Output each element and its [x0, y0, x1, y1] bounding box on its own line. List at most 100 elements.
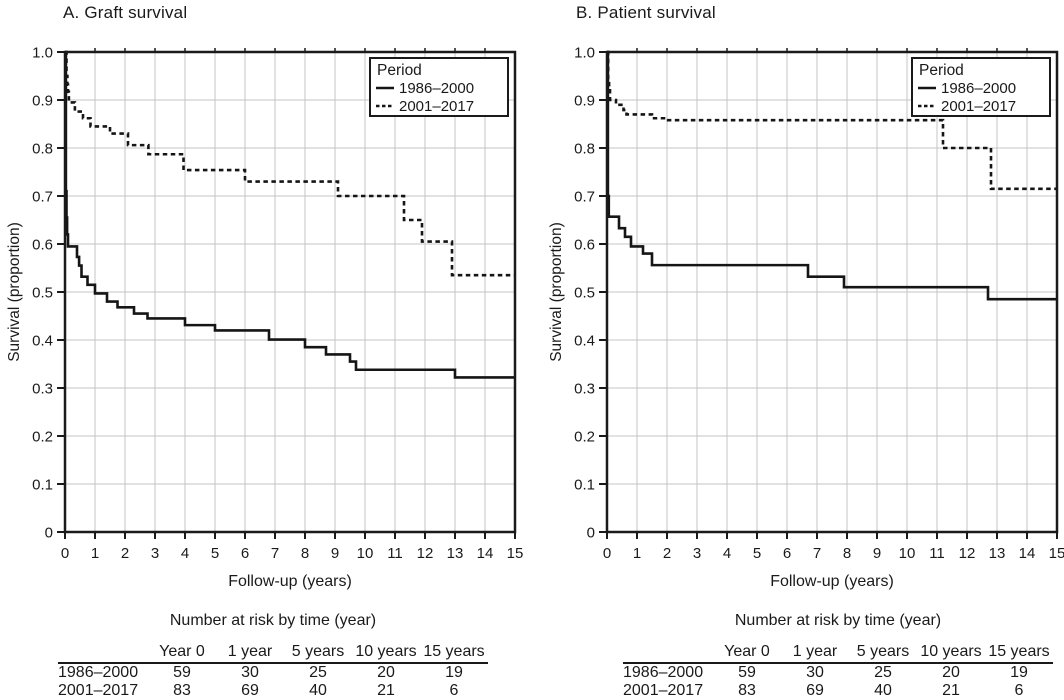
legend-entry-label: 1986–2000	[399, 80, 474, 97]
y-tick-labels: 1.0 0.9 0.8 0.7 0.6 0.5 0.4 0.3 0.2 0.1 0	[32, 44, 53, 541]
risk-column-header: 5 years	[284, 643, 352, 664]
svg-text:15: 15	[507, 545, 524, 562]
svg-text:5: 5	[211, 545, 219, 562]
risk-value: 25	[874, 664, 892, 681]
svg-text:0: 0	[587, 524, 595, 541]
svg-text:0.8: 0.8	[574, 140, 595, 157]
risk-row: 2001–2017 83 69 40 21 6	[58, 682, 488, 700]
svg-text:0.7: 0.7	[574, 188, 595, 205]
km-curve-1986–2000	[606, 50, 1057, 301]
risk-value: 83	[173, 682, 191, 699]
risk-column-header: 1 year	[781, 643, 849, 664]
risk-value: 25	[309, 664, 327, 681]
risk-column-header: 15 years	[985, 643, 1053, 664]
chart-title-graft: A. Graft survival	[63, 3, 188, 22]
y-axis-label: Survival (proportion)	[548, 222, 565, 362]
risk-row-label: 1986–2000	[623, 664, 704, 681]
svg-text:14: 14	[477, 545, 494, 562]
risk-value: 83	[738, 682, 756, 699]
svg-text:7: 7	[271, 545, 279, 562]
risk-column-header: 1 year	[216, 643, 284, 664]
risk-value: 59	[173, 664, 191, 681]
risk-value: 30	[241, 664, 259, 681]
svg-text:0: 0	[45, 524, 53, 541]
risk-column-header: Year 0	[713, 643, 781, 664]
axis-ticks	[599, 48, 1058, 539]
svg-text:6: 6	[783, 545, 791, 562]
svg-text:11: 11	[929, 545, 945, 562]
risk-table-caption-graft: Number at risk by time (year)	[169, 612, 377, 629]
risk-row: 1986–2000 59 30 25 20 19	[58, 663, 488, 682]
risk-value: 19	[1010, 664, 1028, 681]
risk-value: 20	[942, 664, 960, 681]
km-curve-1986–2000	[64, 50, 515, 379]
svg-text:3: 3	[693, 545, 701, 562]
svg-text:2: 2	[121, 545, 129, 562]
svg-text:0.4: 0.4	[574, 332, 595, 349]
svg-text:0.1: 0.1	[32, 476, 53, 493]
svg-text:0.3: 0.3	[32, 380, 53, 397]
svg-text:4: 4	[723, 545, 731, 562]
risk-row-label: 2001–2017	[58, 682, 139, 699]
svg-text:0.8: 0.8	[32, 140, 53, 157]
risk-value: 30	[806, 664, 824, 681]
km-curve-2001–2017	[606, 50, 1057, 191]
svg-text:12: 12	[417, 545, 434, 562]
svg-text:0.3: 0.3	[574, 380, 595, 397]
svg-text:2: 2	[663, 545, 671, 562]
svg-text:1.0: 1.0	[32, 44, 53, 61]
risk-value: 19	[445, 664, 463, 681]
km-plot-graft: 0 1 2 3 4 5 6 7 8 9 10 11 12 13 14 151.00.90.80.70.60.5…	[6, 44, 524, 590]
legend-entry-label: 2001–2017	[399, 98, 474, 115]
risk-row-label: 2001–2017	[623, 682, 704, 699]
svg-text:9: 9	[331, 545, 339, 562]
legend-title: Period	[919, 62, 964, 79]
svg-text:9: 9	[873, 545, 881, 562]
x-tick-labels: 0 1 2 3 4 5 6 7 8 9 10 11 12 13 14 15	[61, 545, 524, 562]
risk-column-header: 5 years	[849, 643, 917, 664]
x-axis-label: Follow-up (years)	[228, 573, 352, 590]
svg-text:8: 8	[301, 545, 309, 562]
risk-value: 20	[377, 664, 395, 681]
svg-text:5: 5	[753, 545, 761, 562]
svg-text:0.2: 0.2	[574, 428, 595, 445]
km-plot-patient: 0 1 2 3 4 5 6 7 8 9 10 11 12 13 14 151.00.90.80.70.60.5…	[548, 44, 1064, 590]
svg-text:12: 12	[959, 545, 976, 562]
risk-column-header: 15 years	[420, 643, 488, 664]
risk-value: 40	[874, 682, 892, 699]
svg-text:14: 14	[1019, 545, 1036, 562]
legend-title: Period	[377, 62, 422, 79]
svg-text:0.6: 0.6	[574, 236, 595, 253]
risk-row: 2001–2017 83 69 40 21 6	[623, 682, 1053, 700]
legend-entry-label: 2001–2017	[941, 98, 1016, 115]
risk-value: 21	[942, 682, 960, 699]
svg-text:0.5: 0.5	[574, 284, 595, 301]
svg-text:1.0: 1.0	[574, 44, 595, 61]
svg-text:15: 15	[1049, 545, 1064, 562]
risk-value: 40	[309, 682, 327, 699]
svg-text:10: 10	[899, 545, 916, 562]
risk-column-header: 10 years	[352, 643, 420, 664]
risk-value: 21	[377, 682, 395, 699]
svg-text:0.7: 0.7	[32, 188, 53, 205]
svg-text:1: 1	[633, 545, 641, 562]
risk-row: 1986–2000 59 30 25 20 19	[623, 663, 1053, 682]
svg-text:0.6: 0.6	[32, 236, 53, 253]
risk-value: 6	[1014, 682, 1024, 699]
risk-header-spacer	[58, 643, 148, 664]
svg-text:0.1: 0.1	[574, 476, 595, 493]
svg-text:7: 7	[813, 545, 821, 562]
y-axis-label: Survival (proportion)	[6, 222, 23, 362]
svg-text:4: 4	[181, 545, 189, 562]
y-tick-labels: 1.0 0.9 0.8 0.7 0.6 0.5 0.4 0.3 0.2 0.1 0	[574, 44, 595, 541]
svg-text:0: 0	[603, 545, 611, 562]
x-axis-label: Follow-up (years)	[770, 573, 894, 590]
chart-title-patient: B. Patient survival	[576, 3, 716, 22]
svg-text:0: 0	[61, 545, 69, 562]
risk-column-header: Year 0	[148, 643, 216, 664]
risk-column-header: 10 years	[917, 643, 985, 664]
svg-text:8: 8	[843, 545, 851, 562]
